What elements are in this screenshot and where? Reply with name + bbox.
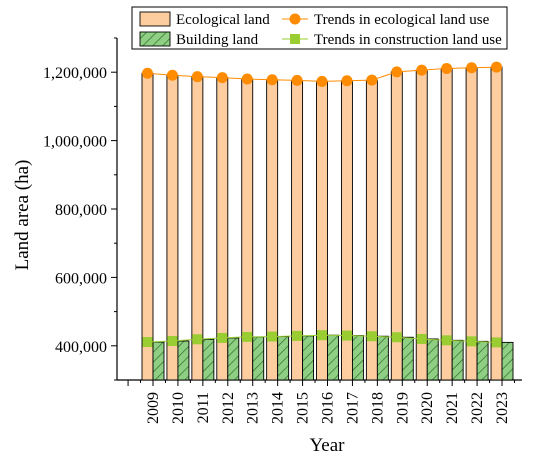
bar-ecological-land: [416, 70, 427, 380]
marker-ecological-trend: [217, 72, 228, 83]
x-tick-label: 2009: [145, 392, 162, 424]
bar-building-land: [253, 337, 264, 380]
y-tick-label: 400,000: [55, 339, 107, 356]
legend-marker-ecological-trend: [290, 14, 301, 25]
marker-construction-trend: [317, 330, 327, 340]
bar-ecological-land: [441, 68, 452, 380]
marker-construction-trend: [242, 332, 252, 342]
marker-construction-trend: [292, 331, 302, 341]
marker-ecological-trend: [192, 71, 203, 82]
x-tick-label: 2017: [344, 392, 361, 424]
y-tick-label: 1,200,000: [43, 65, 107, 82]
bar-ecological-land: [142, 73, 153, 380]
marker-ecological-trend: [441, 63, 452, 74]
y-tick-label: 1,000,000: [43, 134, 107, 151]
marker-ecological-trend: [391, 66, 402, 77]
marker-construction-trend: [392, 332, 402, 342]
bar-building-land: [352, 336, 363, 380]
marker-ecological-trend: [491, 62, 502, 73]
x-tick-label: 2016: [320, 392, 337, 424]
marker-construction-trend: [442, 335, 452, 345]
marker-construction-trend: [492, 337, 502, 347]
bar-ecological-land: [491, 67, 502, 380]
x-tick-label: 2014: [270, 392, 287, 424]
x-tick-label: 2022: [469, 392, 486, 424]
x-tick-label: 2018: [369, 392, 386, 424]
bar-building-land: [278, 337, 289, 380]
bars: [142, 67, 513, 380]
x-tick-label: 2015: [295, 392, 312, 424]
marker-ecological-trend: [167, 70, 178, 81]
marker-ecological-trend: [242, 74, 253, 85]
legend-swatch-building-land: [140, 32, 170, 46]
marker-construction-trend: [267, 332, 277, 342]
marker-ecological-trend: [416, 65, 427, 76]
x-tick-label: 2020: [419, 392, 436, 424]
x-axis-title: Year: [309, 435, 345, 456]
legend: Ecological land Trends in ecological land…: [132, 7, 507, 49]
bar-building-land: [452, 340, 463, 380]
x-tick-label: 2011: [195, 392, 212, 423]
bar-building-land: [477, 341, 488, 380]
marker-ecological-trend: [317, 76, 328, 87]
legend-label: Ecological land: [176, 12, 270, 28]
bar-building-land: [153, 342, 164, 380]
x-tick-label: 2023: [494, 392, 511, 424]
bar-building-land: [203, 339, 214, 380]
bar-building-land: [178, 341, 189, 380]
y-tick-label: 600,000: [55, 270, 107, 287]
bar-building-land: [402, 337, 413, 380]
legend-label: Building land: [176, 32, 259, 48]
marker-ecological-trend: [142, 68, 153, 79]
marker-construction-trend: [367, 331, 377, 341]
legend-swatch-ecological-land: [140, 12, 170, 26]
bar-building-land: [502, 342, 513, 380]
marker-ecological-trend: [341, 75, 352, 86]
bar-building-land: [377, 336, 388, 380]
marker-ecological-trend: [292, 75, 303, 86]
x-tick-label: 2013: [245, 392, 262, 424]
marker-construction-trend: [467, 336, 477, 346]
bar-ecological-land: [167, 75, 178, 380]
marker-ecological-trend: [366, 75, 377, 86]
x-tick-label: 2010: [170, 392, 187, 424]
bar-building-land: [427, 339, 438, 380]
y-tick-label: 800,000: [55, 202, 107, 219]
bar-building-land: [303, 336, 314, 380]
bar-building-land: [228, 338, 239, 380]
marker-construction-trend: [342, 331, 352, 341]
marker-construction-trend: [143, 337, 153, 347]
x-tick-label: 2012: [220, 392, 237, 424]
marker-construction-trend: [167, 336, 177, 346]
marker-ecological-trend: [267, 74, 278, 85]
legend-label: Trends in ecological land use: [314, 12, 490, 28]
y-axis-title: Land area (ha): [12, 160, 33, 271]
legend-label: Trends in construction land use: [314, 32, 502, 48]
marker-ecological-trend: [466, 62, 477, 73]
marker-construction-trend: [192, 334, 202, 344]
x-tick-label: 2021: [444, 392, 461, 424]
marker-construction-trend: [217, 333, 227, 343]
bar-building-land: [328, 335, 339, 380]
x-tick-label: 2019: [394, 392, 411, 424]
bar-ecological-land: [466, 68, 477, 380]
marker-construction-trend: [417, 334, 427, 344]
legend-marker-construction-trend: [290, 34, 300, 44]
